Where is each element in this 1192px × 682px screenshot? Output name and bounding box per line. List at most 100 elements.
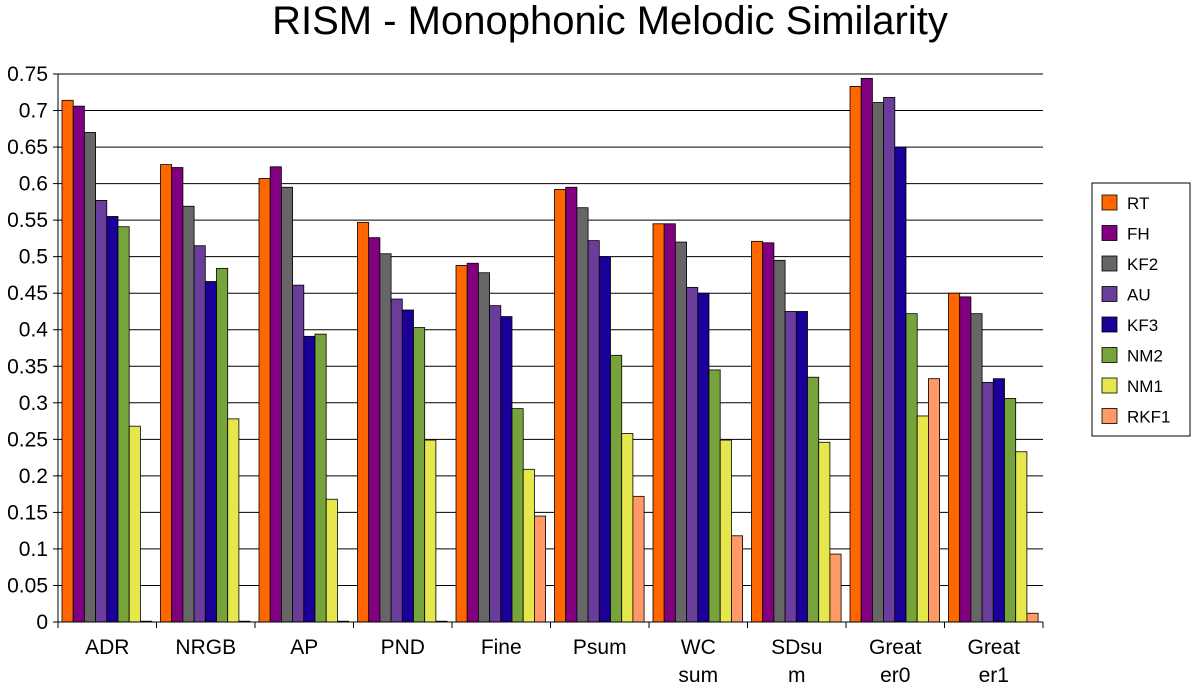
bar-nm1-7 <box>818 441 831 623</box>
x-category-label: er1 <box>979 664 1009 682</box>
x-category-label: Psum <box>573 636 627 659</box>
bar-kf3-3 <box>401 309 414 623</box>
y-tick-label: 0.35 <box>7 355 48 378</box>
y-tick-label: 0.3 <box>19 392 48 415</box>
y-tick-label: 0.15 <box>7 501 48 524</box>
chart-title: RISM - Monophonic Melodic Similarity <box>272 0 948 43</box>
bar-kf2-8 <box>872 102 885 623</box>
bar-au-8 <box>883 96 896 623</box>
bar-nm2-6 <box>708 369 721 623</box>
y-tick-label: 0.1 <box>19 538 48 561</box>
bar-fh-4 <box>466 262 479 623</box>
bar-kf2-2 <box>280 186 293 623</box>
bar-rkf1-5 <box>632 495 645 623</box>
bar-nm2-4 <box>511 408 524 623</box>
bar-nm1-5 <box>621 433 634 623</box>
bar-kf2-6 <box>675 241 688 623</box>
x-category-label: Great <box>869 636 922 659</box>
bar-nm2-8 <box>905 313 918 623</box>
x-axis-categories: ADR NRGB AP PND Fine Psum WC sum SDsu m Great er0 Gr… <box>85 636 1020 682</box>
bar-rt-0 <box>61 99 74 623</box>
y-tick-label: 0.75 <box>7 63 48 86</box>
bar-au-7 <box>784 311 797 623</box>
bar-kf2-9 <box>970 313 983 623</box>
bar-rt-8 <box>849 86 862 623</box>
bar-nm2-5 <box>610 354 623 623</box>
bar-kf2-3 <box>379 253 392 623</box>
bar-fh-5 <box>565 186 578 623</box>
bar-rt-6 <box>652 223 665 623</box>
bar-kf3-0 <box>106 216 119 623</box>
x-category-label: sum <box>678 664 718 682</box>
bar-rkf1-7 <box>829 553 842 623</box>
bar-au-9 <box>981 381 994 623</box>
bar-nm1-6 <box>719 439 732 623</box>
legend-label-kf2: KF2 <box>1127 255 1158 274</box>
y-tick-label: 0.05 <box>7 574 48 597</box>
bar-rt-5 <box>554 189 567 623</box>
bar-nm1-0 <box>128 425 141 623</box>
bar-kf3-4 <box>500 316 513 623</box>
x-category-label: ADR <box>85 636 129 659</box>
legend-swatch-rt <box>1101 194 1118 211</box>
bar-kf2-5 <box>576 207 589 623</box>
bar-fh-9 <box>959 296 972 623</box>
bar-kf3-6 <box>697 292 710 623</box>
bar-au-4 <box>489 305 502 623</box>
bar-nm2-9 <box>1004 398 1017 623</box>
legend-swatch-au <box>1101 286 1118 302</box>
y-tick-label: 0.7 <box>19 100 48 123</box>
legend-label-fh: FH <box>1127 225 1150 244</box>
x-category-label: PND <box>381 636 425 659</box>
bar-kf3-2 <box>303 335 316 623</box>
bar-kf3-9 <box>992 378 1005 623</box>
bar-rt-7 <box>751 240 764 623</box>
x-category-label: m <box>788 664 806 682</box>
y-tick-label: 0 <box>36 611 48 634</box>
bar-nm2-2 <box>314 333 327 623</box>
bar-fh-6 <box>663 223 676 623</box>
bar-nm2-0 <box>117 226 130 623</box>
bar-kf2-1 <box>182 205 195 623</box>
bar-kf3-5 <box>598 256 611 623</box>
legend-swatch-rkf1 <box>1101 408 1118 424</box>
x-category-label: WC <box>681 636 716 659</box>
bar-au-3 <box>390 298 403 623</box>
bar-fh-2 <box>269 166 282 623</box>
y-tick-label: 0.45 <box>7 282 48 305</box>
y-tick-label: 0.6 <box>19 173 48 196</box>
bar-nm1-9 <box>1015 451 1028 623</box>
y-axis-ticks: 0 0.05 0.1 0.15 0.2 0.25 0.3 0.35 0.4 0.45 0.5 0.55… <box>7 63 48 634</box>
legend-swatch-fh <box>1101 225 1118 241</box>
bar-au-2 <box>292 284 305 623</box>
legend-label-au: AU <box>1127 286 1151 305</box>
legend-label-rt: RT <box>1127 194 1149 213</box>
bar-rt-2 <box>258 178 271 623</box>
x-category-label: Great <box>967 636 1020 659</box>
legend: RT FH KF2 AU KF3 NM2 NM1 RKF1 <box>1091 182 1191 437</box>
x-category-label: AP <box>290 636 318 659</box>
y-tick-label: 0.2 <box>19 465 48 488</box>
bar-rt-1 <box>160 164 173 623</box>
bar-kf3-8 <box>894 146 907 623</box>
legend-swatch-nm1 <box>1101 377 1118 394</box>
bar-nm2-1 <box>216 267 229 623</box>
bar-rkf1-4 <box>534 515 547 623</box>
bar-nm1-2 <box>325 498 338 623</box>
bar-au-6 <box>686 286 699 623</box>
bar-fh-0 <box>72 105 85 623</box>
y-tick-label: 0.25 <box>7 428 48 451</box>
x-category-label: NRGB <box>175 636 236 659</box>
bar-rt-4 <box>455 265 468 623</box>
legend-swatch-kf3 <box>1101 316 1118 333</box>
bar-rt-3 <box>357 221 370 623</box>
legend-label-nm2: NM2 <box>1127 347 1163 366</box>
x-category-label: SDsu <box>771 636 822 659</box>
bar-rkf1-9 <box>1026 612 1039 623</box>
y-tick-label: 0.5 <box>19 246 48 269</box>
bar-au-1 <box>193 245 206 623</box>
bar-nm1-3 <box>424 439 437 623</box>
legend-label-rkf1: RKF1 <box>1127 408 1170 427</box>
bars <box>61 77 1039 623</box>
